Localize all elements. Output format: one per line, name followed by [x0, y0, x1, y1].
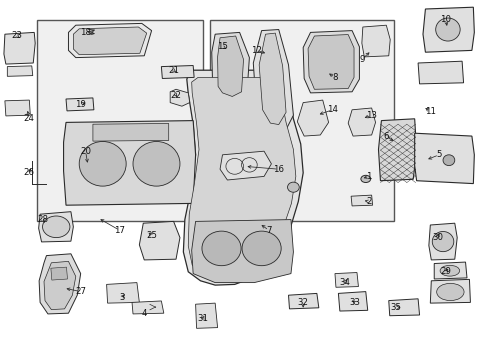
- Polygon shape: [4, 32, 35, 64]
- Polygon shape: [66, 98, 94, 111]
- Ellipse shape: [360, 175, 370, 183]
- Text: 8: 8: [331, 73, 337, 82]
- Ellipse shape: [242, 231, 281, 266]
- Text: 27: 27: [75, 287, 86, 296]
- Text: 16: 16: [273, 165, 284, 174]
- Polygon shape: [259, 33, 285, 125]
- Text: 7: 7: [265, 226, 271, 235]
- Polygon shape: [417, 61, 463, 84]
- Text: 30: 30: [431, 233, 442, 242]
- Polygon shape: [5, 100, 30, 116]
- Text: 18: 18: [80, 28, 91, 37]
- Text: 5: 5: [435, 150, 441, 159]
- Text: 15: 15: [217, 42, 227, 51]
- Polygon shape: [303, 31, 359, 93]
- Bar: [210, 20, 393, 221]
- Polygon shape: [132, 301, 163, 314]
- Polygon shape: [288, 293, 318, 309]
- Polygon shape: [378, 119, 416, 181]
- Text: 1: 1: [366, 172, 371, 181]
- Text: 20: 20: [80, 147, 91, 156]
- Text: 33: 33: [348, 298, 359, 307]
- Polygon shape: [195, 303, 217, 328]
- Text: 12: 12: [251, 46, 262, 55]
- Polygon shape: [428, 223, 456, 260]
- Polygon shape: [414, 133, 473, 184]
- Text: 17: 17: [114, 226, 125, 235]
- Text: 6: 6: [383, 132, 388, 141]
- Text: 26: 26: [24, 168, 35, 177]
- Polygon shape: [161, 66, 194, 78]
- Polygon shape: [106, 283, 139, 303]
- Text: 35: 35: [390, 303, 401, 312]
- Text: 24: 24: [24, 114, 35, 123]
- Text: 13: 13: [366, 111, 376, 120]
- Polygon shape: [51, 267, 67, 280]
- Text: 4: 4: [141, 309, 147, 318]
- Polygon shape: [39, 212, 73, 242]
- Polygon shape: [297, 100, 328, 136]
- Ellipse shape: [79, 141, 126, 186]
- Polygon shape: [307, 35, 353, 89]
- Text: 32: 32: [297, 298, 308, 307]
- Polygon shape: [429, 279, 469, 303]
- Ellipse shape: [439, 265, 459, 276]
- Text: 23: 23: [12, 31, 22, 40]
- Ellipse shape: [287, 182, 299, 192]
- Ellipse shape: [436, 283, 463, 301]
- Text: 31: 31: [197, 314, 208, 323]
- Polygon shape: [170, 89, 189, 106]
- Polygon shape: [422, 7, 473, 52]
- Polygon shape: [433, 262, 466, 279]
- Polygon shape: [188, 77, 295, 278]
- Text: 28: 28: [37, 215, 48, 224]
- Bar: [37, 20, 203, 221]
- Polygon shape: [73, 27, 146, 55]
- Ellipse shape: [42, 216, 70, 238]
- Polygon shape: [350, 195, 372, 206]
- Polygon shape: [220, 151, 271, 180]
- Polygon shape: [347, 108, 375, 136]
- Polygon shape: [68, 23, 151, 58]
- Polygon shape: [7, 66, 33, 76]
- Text: 10: 10: [440, 15, 450, 24]
- Polygon shape: [191, 220, 293, 283]
- Text: 21: 21: [168, 66, 179, 75]
- Polygon shape: [39, 254, 81, 314]
- Ellipse shape: [202, 231, 241, 266]
- Text: 29: 29: [440, 267, 450, 276]
- Text: 3: 3: [119, 292, 125, 302]
- Polygon shape: [334, 273, 358, 287]
- Polygon shape: [388, 299, 419, 316]
- Polygon shape: [338, 292, 367, 311]
- Polygon shape: [183, 70, 303, 285]
- Text: 25: 25: [146, 231, 157, 240]
- Text: 22: 22: [170, 91, 181, 100]
- Text: 34: 34: [339, 278, 349, 287]
- Text: 11: 11: [424, 107, 435, 116]
- Polygon shape: [361, 25, 389, 57]
- Ellipse shape: [431, 231, 453, 252]
- Text: 14: 14: [326, 105, 337, 114]
- Polygon shape: [253, 30, 293, 130]
- Polygon shape: [211, 32, 249, 101]
- Text: 9: 9: [359, 55, 364, 64]
- Polygon shape: [139, 221, 180, 260]
- Polygon shape: [44, 261, 76, 310]
- Ellipse shape: [442, 155, 454, 166]
- Polygon shape: [217, 36, 243, 96]
- Polygon shape: [63, 121, 195, 205]
- Text: 19: 19: [75, 100, 86, 109]
- Text: 2: 2: [366, 197, 371, 206]
- Polygon shape: [93, 123, 168, 141]
- Ellipse shape: [133, 141, 180, 186]
- Ellipse shape: [435, 18, 459, 41]
